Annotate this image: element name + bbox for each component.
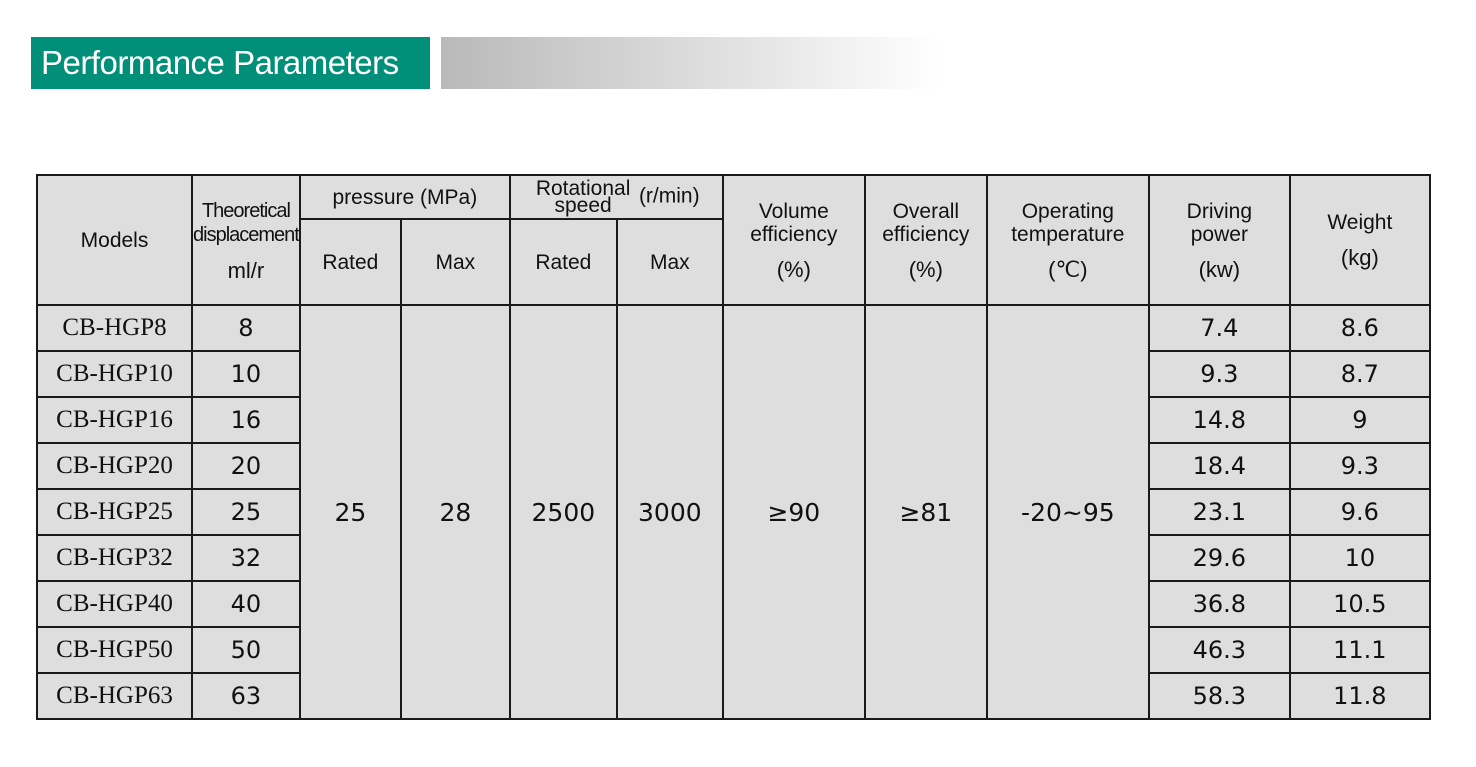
header-weight: Weight (kg) bbox=[1288, 174, 1431, 306]
pressure-max-cell: 28 bbox=[399, 304, 511, 720]
model-cell: CB-HGP25 bbox=[36, 488, 193, 536]
power-cell: 23.1 bbox=[1147, 488, 1291, 536]
displacement-cell: 8 bbox=[191, 304, 301, 352]
header-temperature: Operating temperature (℃) bbox=[985, 174, 1150, 306]
weight-cell: 10 bbox=[1288, 534, 1431, 582]
table-row: CB-HGP63 63 58.3 11.8 bbox=[36, 672, 1431, 720]
header-temperature-label: Operating temperature bbox=[1011, 199, 1125, 246]
title-decoration-bar bbox=[441, 37, 941, 89]
header-volume-efficiency: Volume efficiency (%) bbox=[721, 174, 866, 306]
header-overall-efficiency-unit: (%) bbox=[908, 256, 943, 282]
temp-cell: -20~95 bbox=[985, 304, 1150, 720]
model-cell: CB-HGP32 bbox=[36, 534, 193, 582]
header-displacement: Theoretical displacement ml/r bbox=[191, 174, 301, 306]
weight-cell: 9.6 bbox=[1288, 488, 1431, 536]
table-row: CB-HGP50 50 46.3 11.1 bbox=[36, 626, 1431, 674]
table-row: CB-HGP10 10 9.3 8.7 bbox=[36, 350, 1431, 398]
header-power-unit: (kw) bbox=[1198, 256, 1241, 282]
header-power: Driving power (kw) bbox=[1147, 174, 1291, 306]
pressure-rated-cell: 25 bbox=[298, 304, 402, 720]
header-volume-efficiency-label: Volume efficiency bbox=[750, 199, 838, 246]
table-row: CB-HGP8 8 25 28 2500 3000 ≥90 ≥81 -20~95 7.4 8.6 bbox=[36, 304, 1431, 720]
header-power-label: Driving power bbox=[1186, 199, 1253, 246]
header-displacement-label: Theoretical displacement bbox=[193, 199, 300, 246]
header-pressure: pressure (MPa) bbox=[298, 174, 511, 220]
table-row: CB-HGP20 20 18.4 9.3 bbox=[36, 442, 1431, 490]
table-row: CB-HGP32 32 29.6 10 bbox=[36, 534, 1431, 582]
weight-cell: 11.8 bbox=[1288, 672, 1431, 720]
displacement-cell: 50 bbox=[191, 626, 301, 674]
header-speed-rated: Rated bbox=[508, 218, 618, 306]
table-row: CB-HGP25 25 23.1 9.6 bbox=[36, 488, 1431, 536]
displacement-cell: 63 bbox=[191, 672, 301, 720]
weight-cell: 10.5 bbox=[1288, 580, 1431, 628]
model-cell: CB-HGP40 bbox=[36, 580, 193, 628]
weight-cell: 8.7 bbox=[1288, 350, 1431, 398]
displacement-cell: 16 bbox=[191, 396, 301, 444]
power-cell: 18.4 bbox=[1147, 442, 1291, 490]
header-pressure-max: Max bbox=[399, 218, 511, 306]
header-weight-label: Weight bbox=[1327, 211, 1393, 234]
power-cell: 46.3 bbox=[1147, 626, 1291, 674]
header-speed-unit: (r/min) bbox=[638, 184, 700, 208]
model-cell: CB-HGP16 bbox=[36, 396, 193, 444]
weight-cell: 9.3 bbox=[1288, 442, 1431, 490]
performance-table: Models Theoretical displacement ml/r pres… bbox=[36, 174, 1431, 720]
header-pressure-unit: (MPa) bbox=[420, 185, 478, 209]
model-cell: CB-HGP8 bbox=[36, 304, 193, 352]
header-overall-efficiency: Overall efficiency (%) bbox=[863, 174, 988, 306]
displacement-cell: 10 bbox=[191, 350, 301, 398]
header-displacement-unit: ml/r bbox=[227, 257, 265, 283]
model-cell: CB-HGP20 bbox=[36, 442, 193, 490]
header-pressure-rated: Rated bbox=[298, 218, 402, 306]
speed-rated-cell: 2500 bbox=[508, 304, 618, 720]
model-cell: CB-HGP50 bbox=[36, 626, 193, 674]
displacement-cell: 40 bbox=[191, 580, 301, 628]
weight-cell: 9 bbox=[1288, 396, 1431, 444]
speed-max-cell: 3000 bbox=[615, 304, 724, 720]
power-cell: 14.8 bbox=[1147, 396, 1291, 444]
power-cell: 29.6 bbox=[1147, 534, 1291, 582]
header-speed-label: Rotational speed bbox=[535, 177, 631, 217]
volume-eff-cell: ≥90 bbox=[721, 304, 866, 720]
header-models: Models bbox=[36, 174, 193, 306]
header-weight-unit: (kg) bbox=[1340, 245, 1379, 270]
page-title: Performance Parameters bbox=[31, 37, 430, 89]
header-volume-efficiency-unit: (%) bbox=[776, 256, 811, 282]
header-temperature-unit: (℃) bbox=[1048, 256, 1088, 282]
header-speed: Rotational speed (r/min) bbox=[508, 174, 724, 220]
header-overall-efficiency-label: Overall efficiency bbox=[882, 199, 970, 246]
power-cell: 36.8 bbox=[1147, 580, 1291, 628]
header-pressure-label: pressure bbox=[332, 185, 415, 209]
displacement-cell: 25 bbox=[191, 488, 301, 536]
weight-cell: 8.6 bbox=[1288, 304, 1431, 352]
displacement-cell: 32 bbox=[191, 534, 301, 582]
table-row: CB-HGP16 16 14.8 9 bbox=[36, 396, 1431, 444]
overall-eff-cell: ≥81 bbox=[863, 304, 988, 720]
header-speed-max: Max bbox=[615, 218, 724, 306]
power-cell: 58.3 bbox=[1147, 672, 1291, 720]
weight-cell: 11.1 bbox=[1288, 626, 1431, 674]
table-row: CB-HGP40 40 36.8 10.5 bbox=[36, 580, 1431, 628]
power-cell: 9.3 bbox=[1147, 350, 1291, 398]
model-cell: CB-HGP63 bbox=[36, 672, 193, 720]
power-cell: 7.4 bbox=[1147, 304, 1291, 352]
displacement-cell: 20 bbox=[191, 442, 301, 490]
model-cell: CB-HGP10 bbox=[36, 350, 193, 398]
